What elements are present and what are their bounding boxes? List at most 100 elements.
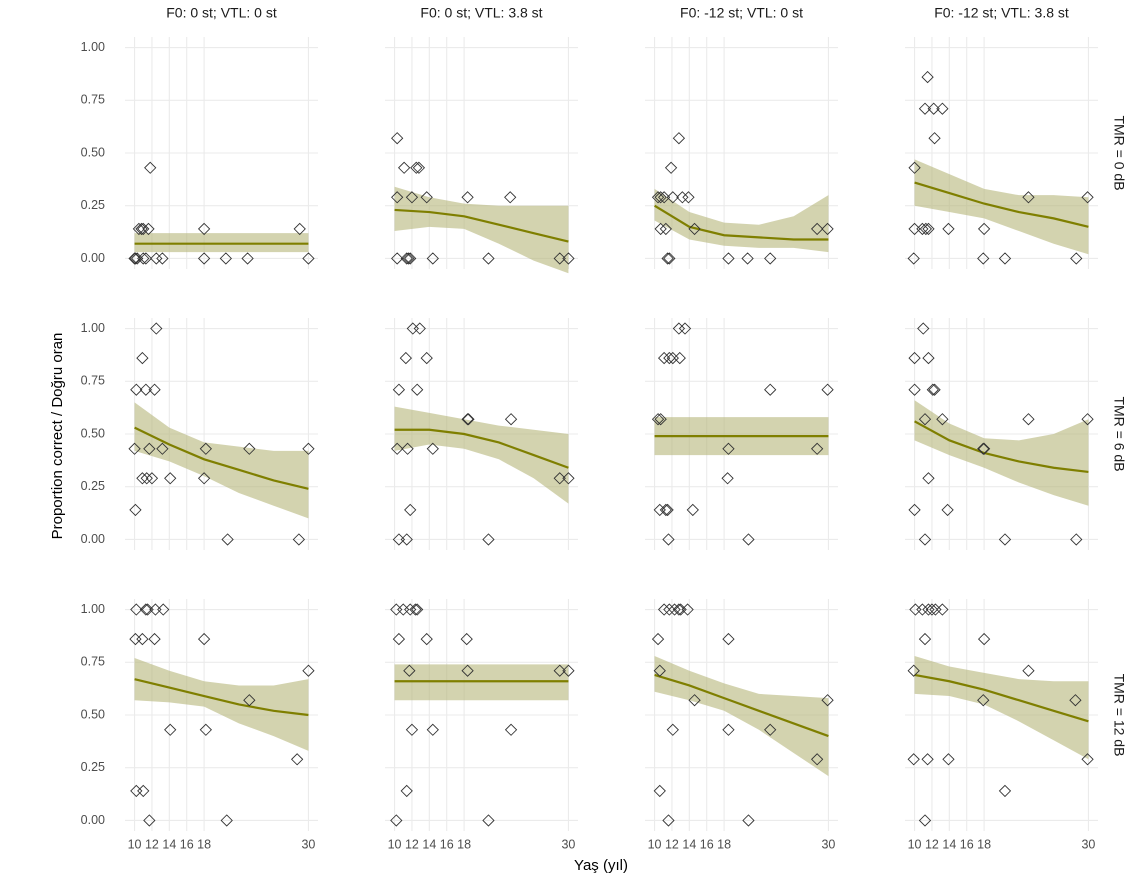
y-tick-label: 0.25: [81, 760, 105, 774]
x-axis-title: Yaş (yıl): [574, 857, 628, 874]
data-point: [199, 442, 212, 455]
data-point: [651, 413, 665, 426]
data-point: [722, 723, 735, 736]
data-point: [150, 322, 163, 335]
data-point: [764, 252, 777, 265]
data-point: [140, 472, 153, 485]
panel: [645, 37, 838, 269]
data-point: [941, 503, 954, 517]
fit-line: [914, 181, 1089, 228]
y-tick-label: 0.75: [81, 374, 105, 388]
data-point: [1081, 191, 1094, 204]
data-point: [128, 442, 141, 455]
data-point: [654, 222, 667, 236]
panel: 10 12 14 16 18 30: [645, 599, 838, 851]
x-tick-label: 14: [682, 837, 696, 851]
data-point: [659, 503, 673, 517]
data-point: [410, 161, 423, 174]
data-point: [391, 132, 404, 145]
panel: [645, 318, 838, 550]
data-point: [1081, 753, 1094, 766]
confidence-band: [134, 658, 309, 751]
data-point: [668, 603, 681, 616]
data-point: [412, 161, 426, 174]
data-point: [460, 632, 473, 646]
data-point: [764, 383, 777, 396]
data-point: [197, 632, 211, 646]
data-point: [139, 383, 153, 396]
data-point: [977, 632, 991, 646]
data-point: [128, 252, 141, 265]
data-point: [136, 472, 149, 485]
data-point: [681, 603, 694, 616]
data-point: [562, 252, 575, 265]
data-point: [241, 252, 254, 265]
data-point: [1022, 664, 1035, 677]
y-tick-label: 0.50: [81, 426, 105, 440]
data-point: [243, 694, 256, 707]
data-point: [143, 814, 156, 827]
data-point: [921, 753, 934, 766]
data-point: [908, 503, 921, 517]
data-point: [926, 383, 939, 396]
data-point: [144, 161, 157, 174]
confidence-band: [914, 655, 1089, 760]
x-tick-label: 10: [128, 837, 142, 851]
x-tick-label: 12: [925, 837, 939, 851]
data-point: [918, 632, 932, 646]
data-point: [553, 664, 566, 677]
data-point: [764, 723, 777, 736]
data-point: [1022, 413, 1035, 426]
data-point: [742, 814, 755, 827]
data-point: [148, 383, 161, 396]
data-point: [908, 383, 921, 396]
data-point: [462, 413, 475, 426]
data-point: [130, 383, 143, 396]
data-point: [916, 222, 929, 236]
y-tick-label: 0.00: [81, 251, 105, 265]
panel: 10 12 14 16 18 30: [385, 599, 578, 851]
x-tick-label: 12: [405, 837, 419, 851]
data-point: [918, 814, 932, 827]
data-point: [137, 222, 150, 236]
y-tick-label: 0.25: [81, 198, 105, 212]
data-point: [682, 191, 695, 204]
data-point: [136, 351, 149, 365]
data-point: [907, 252, 920, 265]
data-point: [821, 383, 834, 396]
data-point: [688, 222, 701, 236]
data-point: [150, 252, 163, 265]
data-point: [199, 723, 212, 736]
y-tick-label: 0.50: [81, 707, 105, 721]
data-point: [302, 252, 315, 265]
data-point: [400, 533, 413, 546]
y-tick-label: 0.75: [81, 655, 105, 669]
panel: [905, 37, 1098, 269]
data-point: [132, 222, 146, 236]
confidence-band: [914, 400, 1089, 506]
data-point: [653, 664, 666, 677]
data-point: [918, 102, 932, 115]
data-point: [553, 472, 566, 485]
column-strip-label: F0: -12 st; VTL: 3.8 st: [934, 5, 1069, 21]
panel: [385, 318, 578, 550]
data-point: [977, 442, 991, 455]
data-point: [651, 191, 665, 204]
data-point: [821, 694, 834, 707]
data-point: [657, 191, 671, 204]
x-tick-label: 10: [648, 837, 662, 851]
y-tick-label: 0.00: [81, 813, 105, 827]
x-tick-label: 16: [180, 837, 194, 851]
confidence-band: [654, 655, 829, 777]
x-tick-label: 12: [145, 837, 159, 851]
data-point: [139, 252, 153, 265]
data-point: [977, 694, 990, 707]
data-point: [461, 191, 474, 204]
data-point: [392, 632, 406, 646]
data-point: [243, 442, 256, 455]
data-point: [1070, 252, 1083, 265]
data-point: [302, 664, 315, 677]
data-point: [678, 322, 692, 335]
x-tick-label: 14: [422, 837, 436, 851]
data-point: [413, 322, 426, 335]
